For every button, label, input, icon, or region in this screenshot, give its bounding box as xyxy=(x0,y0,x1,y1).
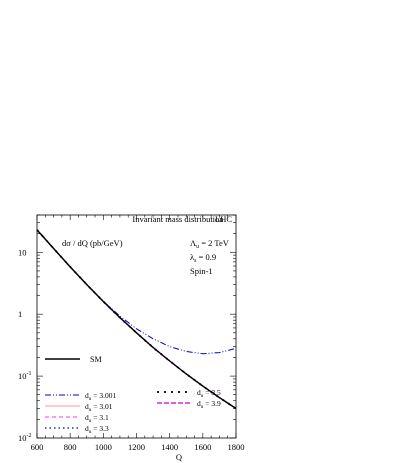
y-tick-label: 10-2 xyxy=(18,433,32,443)
series-line-3-001 xyxy=(36,229,237,355)
y-tick-label: 10 xyxy=(18,247,27,257)
y-tick-label: 10-1 xyxy=(18,371,32,381)
legend-label-SM: SM xyxy=(90,355,102,364)
chart-title: Invariant mass distribution xyxy=(132,214,224,224)
param-lambda-s: λs = 0.9 xyxy=(190,252,216,264)
x-tick-label: 1600 xyxy=(194,442,211,452)
x-tick-label: 1200 xyxy=(128,442,145,452)
x-axis-label: Q xyxy=(176,452,182,462)
x-tick-label: 1000 xyxy=(95,442,112,452)
legend-label-3-5: du = 3.5 xyxy=(197,388,221,399)
x-tick-label: 1400 xyxy=(161,442,178,452)
legend-label-3-1: du = 3.1 xyxy=(85,413,109,424)
param-lambda-u: Λu = 2 TeV xyxy=(190,238,230,250)
legend-label-3-01: du = 3.01 xyxy=(85,402,113,413)
y-tick-label: 1 xyxy=(18,309,22,319)
legend-label-3-9: du = 3.9 xyxy=(197,399,221,410)
legend-label-3-001: du = 3.001 xyxy=(85,391,116,402)
param-spin: Spin-1 xyxy=(190,266,213,276)
legend-label-3-3: du = 3.3 xyxy=(85,424,109,435)
x-tick-label: 800 xyxy=(64,442,77,452)
x-tick-label: 600 xyxy=(31,442,44,452)
y-axis-label: dσ / dQ (pb/GeV) xyxy=(62,238,123,248)
plot-area: 600 800 1000 1200 1400 1600 1800 10 1 10-1 10-2 Λu … xyxy=(18,214,245,452)
chart-title-right: LHC xyxy=(215,214,232,224)
series-line-SM xyxy=(36,229,237,410)
x-tick-label: 1800 xyxy=(228,442,245,452)
